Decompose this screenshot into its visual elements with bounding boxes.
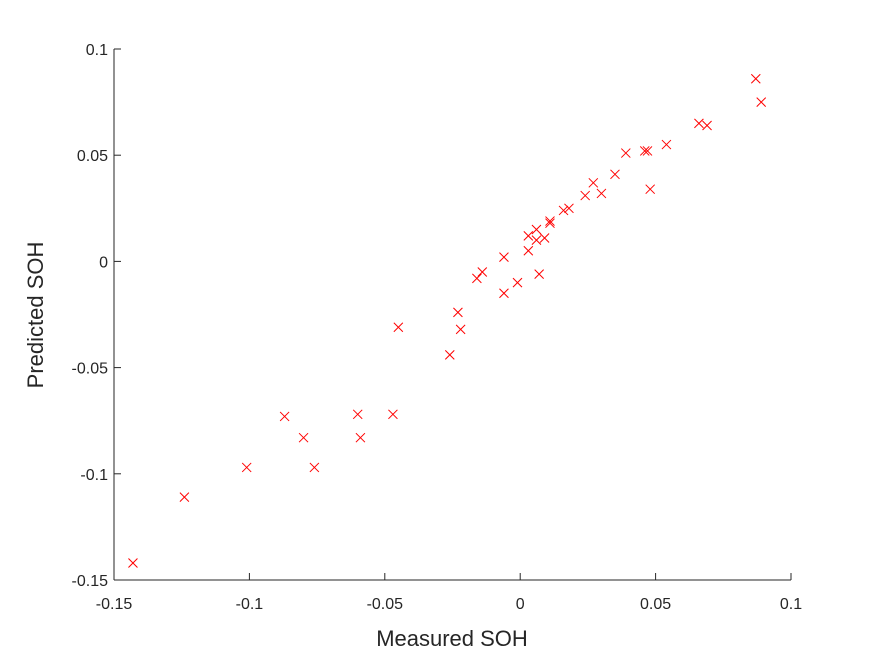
data-point bbox=[545, 216, 555, 226]
y-tick-label: 0.05 bbox=[77, 148, 108, 165]
data-point bbox=[531, 235, 542, 246]
data-point bbox=[453, 307, 463, 318]
data-point bbox=[393, 322, 404, 333]
data-point bbox=[355, 432, 366, 443]
y-tick-label: 0.1 bbox=[86, 42, 108, 59]
data-point bbox=[477, 267, 488, 277]
data-point bbox=[661, 139, 672, 150]
data-point bbox=[694, 118, 704, 129]
data-point bbox=[241, 462, 252, 473]
ticks: -0.15 -0.1 -0.05 0 0.05 0.1 -0.15 -0.1 -0.05 0 0.0… bbox=[72, 42, 803, 613]
data-points bbox=[128, 73, 767, 568]
data-point bbox=[534, 269, 545, 279]
data-point bbox=[523, 245, 534, 256]
data-point bbox=[444, 350, 455, 360]
data-point bbox=[580, 190, 591, 201]
axes bbox=[113, 49, 791, 581]
data-point bbox=[620, 148, 631, 158]
data-point bbox=[756, 97, 767, 107]
data-point bbox=[128, 558, 138, 568]
x-axis-label: Measured SOH bbox=[376, 626, 528, 651]
y-tick-label: 0 bbox=[99, 254, 108, 271]
data-point bbox=[512, 277, 523, 288]
data-point bbox=[298, 432, 309, 443]
data-point bbox=[645, 184, 656, 195]
data-point bbox=[588, 177, 599, 188]
data-point bbox=[499, 288, 509, 299]
y-tick-label: -0.15 bbox=[72, 573, 109, 590]
data-point bbox=[642, 146, 653, 156]
data-point bbox=[309, 462, 320, 473]
data-point bbox=[610, 169, 620, 180]
data-point bbox=[564, 203, 574, 214]
data-point bbox=[352, 409, 363, 420]
data-point bbox=[499, 252, 509, 263]
x-tick-label: 0.1 bbox=[780, 596, 802, 613]
data-point bbox=[531, 224, 542, 235]
y-axis-label: Predicted SOH bbox=[23, 242, 48, 389]
data-point bbox=[472, 273, 482, 284]
y-tick-label: -0.1 bbox=[80, 467, 108, 484]
data-point bbox=[455, 324, 466, 335]
data-point bbox=[702, 120, 712, 131]
x-tick-label: 0 bbox=[516, 596, 525, 613]
data-point bbox=[596, 188, 607, 199]
data-point bbox=[545, 218, 555, 229]
x-tick-label: -0.1 bbox=[236, 596, 264, 613]
data-point bbox=[388, 409, 398, 420]
data-point bbox=[639, 146, 650, 156]
data-point bbox=[558, 205, 569, 216]
x-tick-label: -0.15 bbox=[96, 596, 133, 613]
data-point bbox=[539, 233, 550, 243]
y-tick-label: -0.05 bbox=[72, 361, 109, 378]
x-tick-label: 0.05 bbox=[640, 596, 671, 613]
data-point bbox=[279, 411, 290, 422]
x-tick-label: -0.05 bbox=[367, 596, 404, 613]
data-point bbox=[750, 73, 761, 84]
data-point bbox=[523, 231, 534, 241]
data-point bbox=[179, 492, 190, 503]
